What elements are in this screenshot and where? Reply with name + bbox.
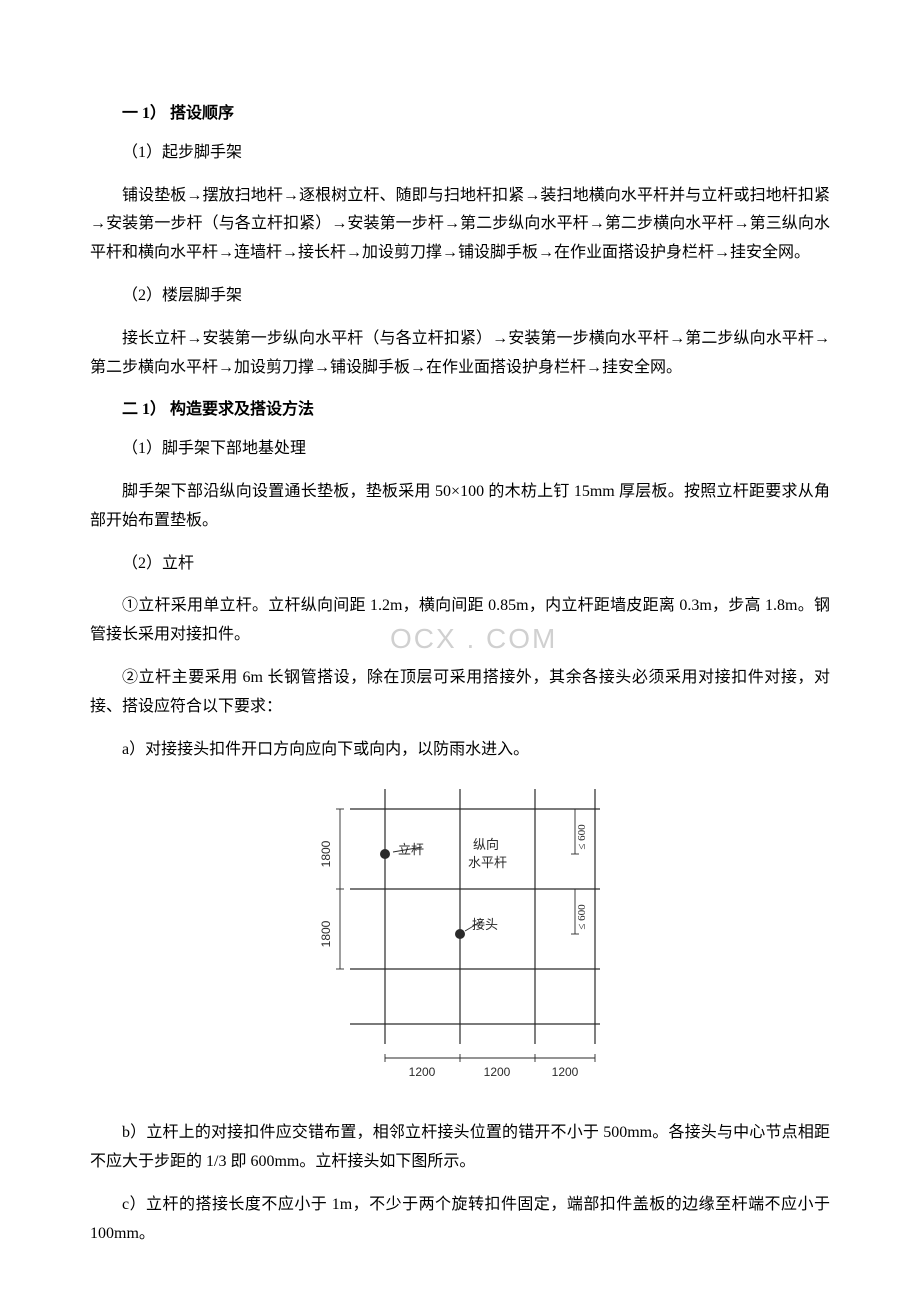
label-longitudinal-1: 纵向 xyxy=(473,837,499,852)
label-longitudinal-2: 水平杆 xyxy=(468,855,507,870)
s2-p6: a）对接接头扣件开口方向应向下或向内，以防雨水进入。 xyxy=(90,736,830,765)
dim-r1: ≤ 600 xyxy=(576,824,588,850)
s2-p3: （2）立杆 xyxy=(90,550,830,579)
s2-p1: （1）脚手架下部地基处理 xyxy=(90,435,830,464)
dim-h1: 1200 xyxy=(409,1065,436,1079)
dim-v1: 1800 xyxy=(319,841,333,868)
s2-p7: b）立杆上的对接扣件应交错布置，相邻立杆接头位置的错开不小于 500mm。各接头… xyxy=(90,1119,830,1177)
dim-h3: 1200 xyxy=(552,1065,579,1079)
dim-v2: 1800 xyxy=(319,921,333,948)
section-1-heading: 一 1） 搭设顺序 xyxy=(90,100,830,129)
dim-r2: ≤ 600 xyxy=(576,904,588,930)
label-upright: 立杆 xyxy=(398,842,424,857)
scaffold-diagram: 立杆 纵向 水平杆 接头 1800 1800 ≤ 600 ≤ 60 xyxy=(300,779,620,1099)
s1-p2: 铺设垫板→摆放扫地杆→逐根树立杆、随即与扫地杆扣紧→装扫地横向水平杆并与立杆或扫… xyxy=(90,182,830,268)
s1-p1: （1）起步脚手架 xyxy=(90,139,830,168)
s1-p4: 接长立杆→安装第一步纵向水平杆（与各立杆扣紧）→安装第一步横向水平杆→第二步纵向… xyxy=(90,325,830,383)
s2-p4: ①立杆采用单立杆。立杆纵向间距 1.2m，横向间距 0.85m，内立杆距墙皮距离… xyxy=(90,592,830,650)
section-2-heading: 二 1） 构造要求及搭设方法 xyxy=(90,396,830,425)
s1-p3: （2）楼层脚手架 xyxy=(90,282,830,311)
s2-p5: ②立杆主要采用 6m 长钢管搭设，除在顶层可采用搭接外，其余各接头必须采用对接扣… xyxy=(90,664,830,722)
s2-p2: 脚手架下部沿纵向设置通长垫板，垫板采用 50×100 的木枋上钉 15mm 厚层… xyxy=(90,478,830,536)
s2-p8: c）立杆的搭接长度不应小于 1m，不少于两个旋转扣件固定，端部扣件盖板的边缘至杆… xyxy=(90,1191,830,1249)
scaffold-diagram-container: 立杆 纵向 水平杆 接头 1800 1800 ≤ 600 ≤ 60 xyxy=(90,779,830,1099)
dim-h2: 1200 xyxy=(484,1065,511,1079)
